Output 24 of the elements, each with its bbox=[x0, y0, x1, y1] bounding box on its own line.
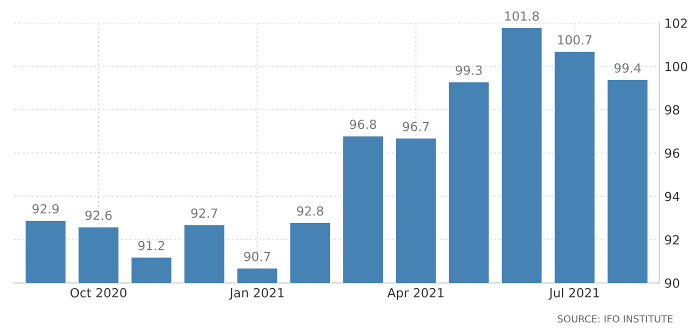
y-tick-label: 98 bbox=[664, 105, 680, 115]
data-label: 99.3 bbox=[456, 65, 482, 75]
y-tick-label: 102 bbox=[666, 18, 687, 28]
data-label: 90.7 bbox=[244, 252, 270, 262]
data-label: 101.8 bbox=[505, 11, 539, 21]
data-label: 91.2 bbox=[138, 240, 164, 250]
data-label: 100.7 bbox=[558, 35, 592, 45]
data-label: 92.8 bbox=[297, 206, 324, 216]
data-label: 92.9 bbox=[32, 204, 59, 214]
x-tick-label: Jan 2021 bbox=[229, 288, 284, 300]
data-label: 92.6 bbox=[85, 210, 112, 220]
data-label: 96.8 bbox=[350, 120, 376, 130]
data-label: 92.7 bbox=[191, 208, 218, 218]
data-label: 99.4 bbox=[614, 63, 641, 73]
x-tick-label: Jul 2021 bbox=[548, 288, 599, 300]
x-tick-label: Apr 2021 bbox=[387, 288, 444, 300]
y-tick-label: 94 bbox=[664, 192, 680, 202]
source-note: SOURCE: IFO INSTITUTE bbox=[558, 315, 673, 323]
y-tick-label: 90 bbox=[664, 278, 680, 288]
data-label: 96.7 bbox=[402, 122, 429, 132]
y-tick-label: 92 bbox=[664, 235, 679, 245]
x-tick-label: Oct 2020 bbox=[70, 288, 126, 298]
y-tick-label: 100 bbox=[666, 62, 688, 72]
y-tick-label: 96 bbox=[664, 148, 680, 158]
